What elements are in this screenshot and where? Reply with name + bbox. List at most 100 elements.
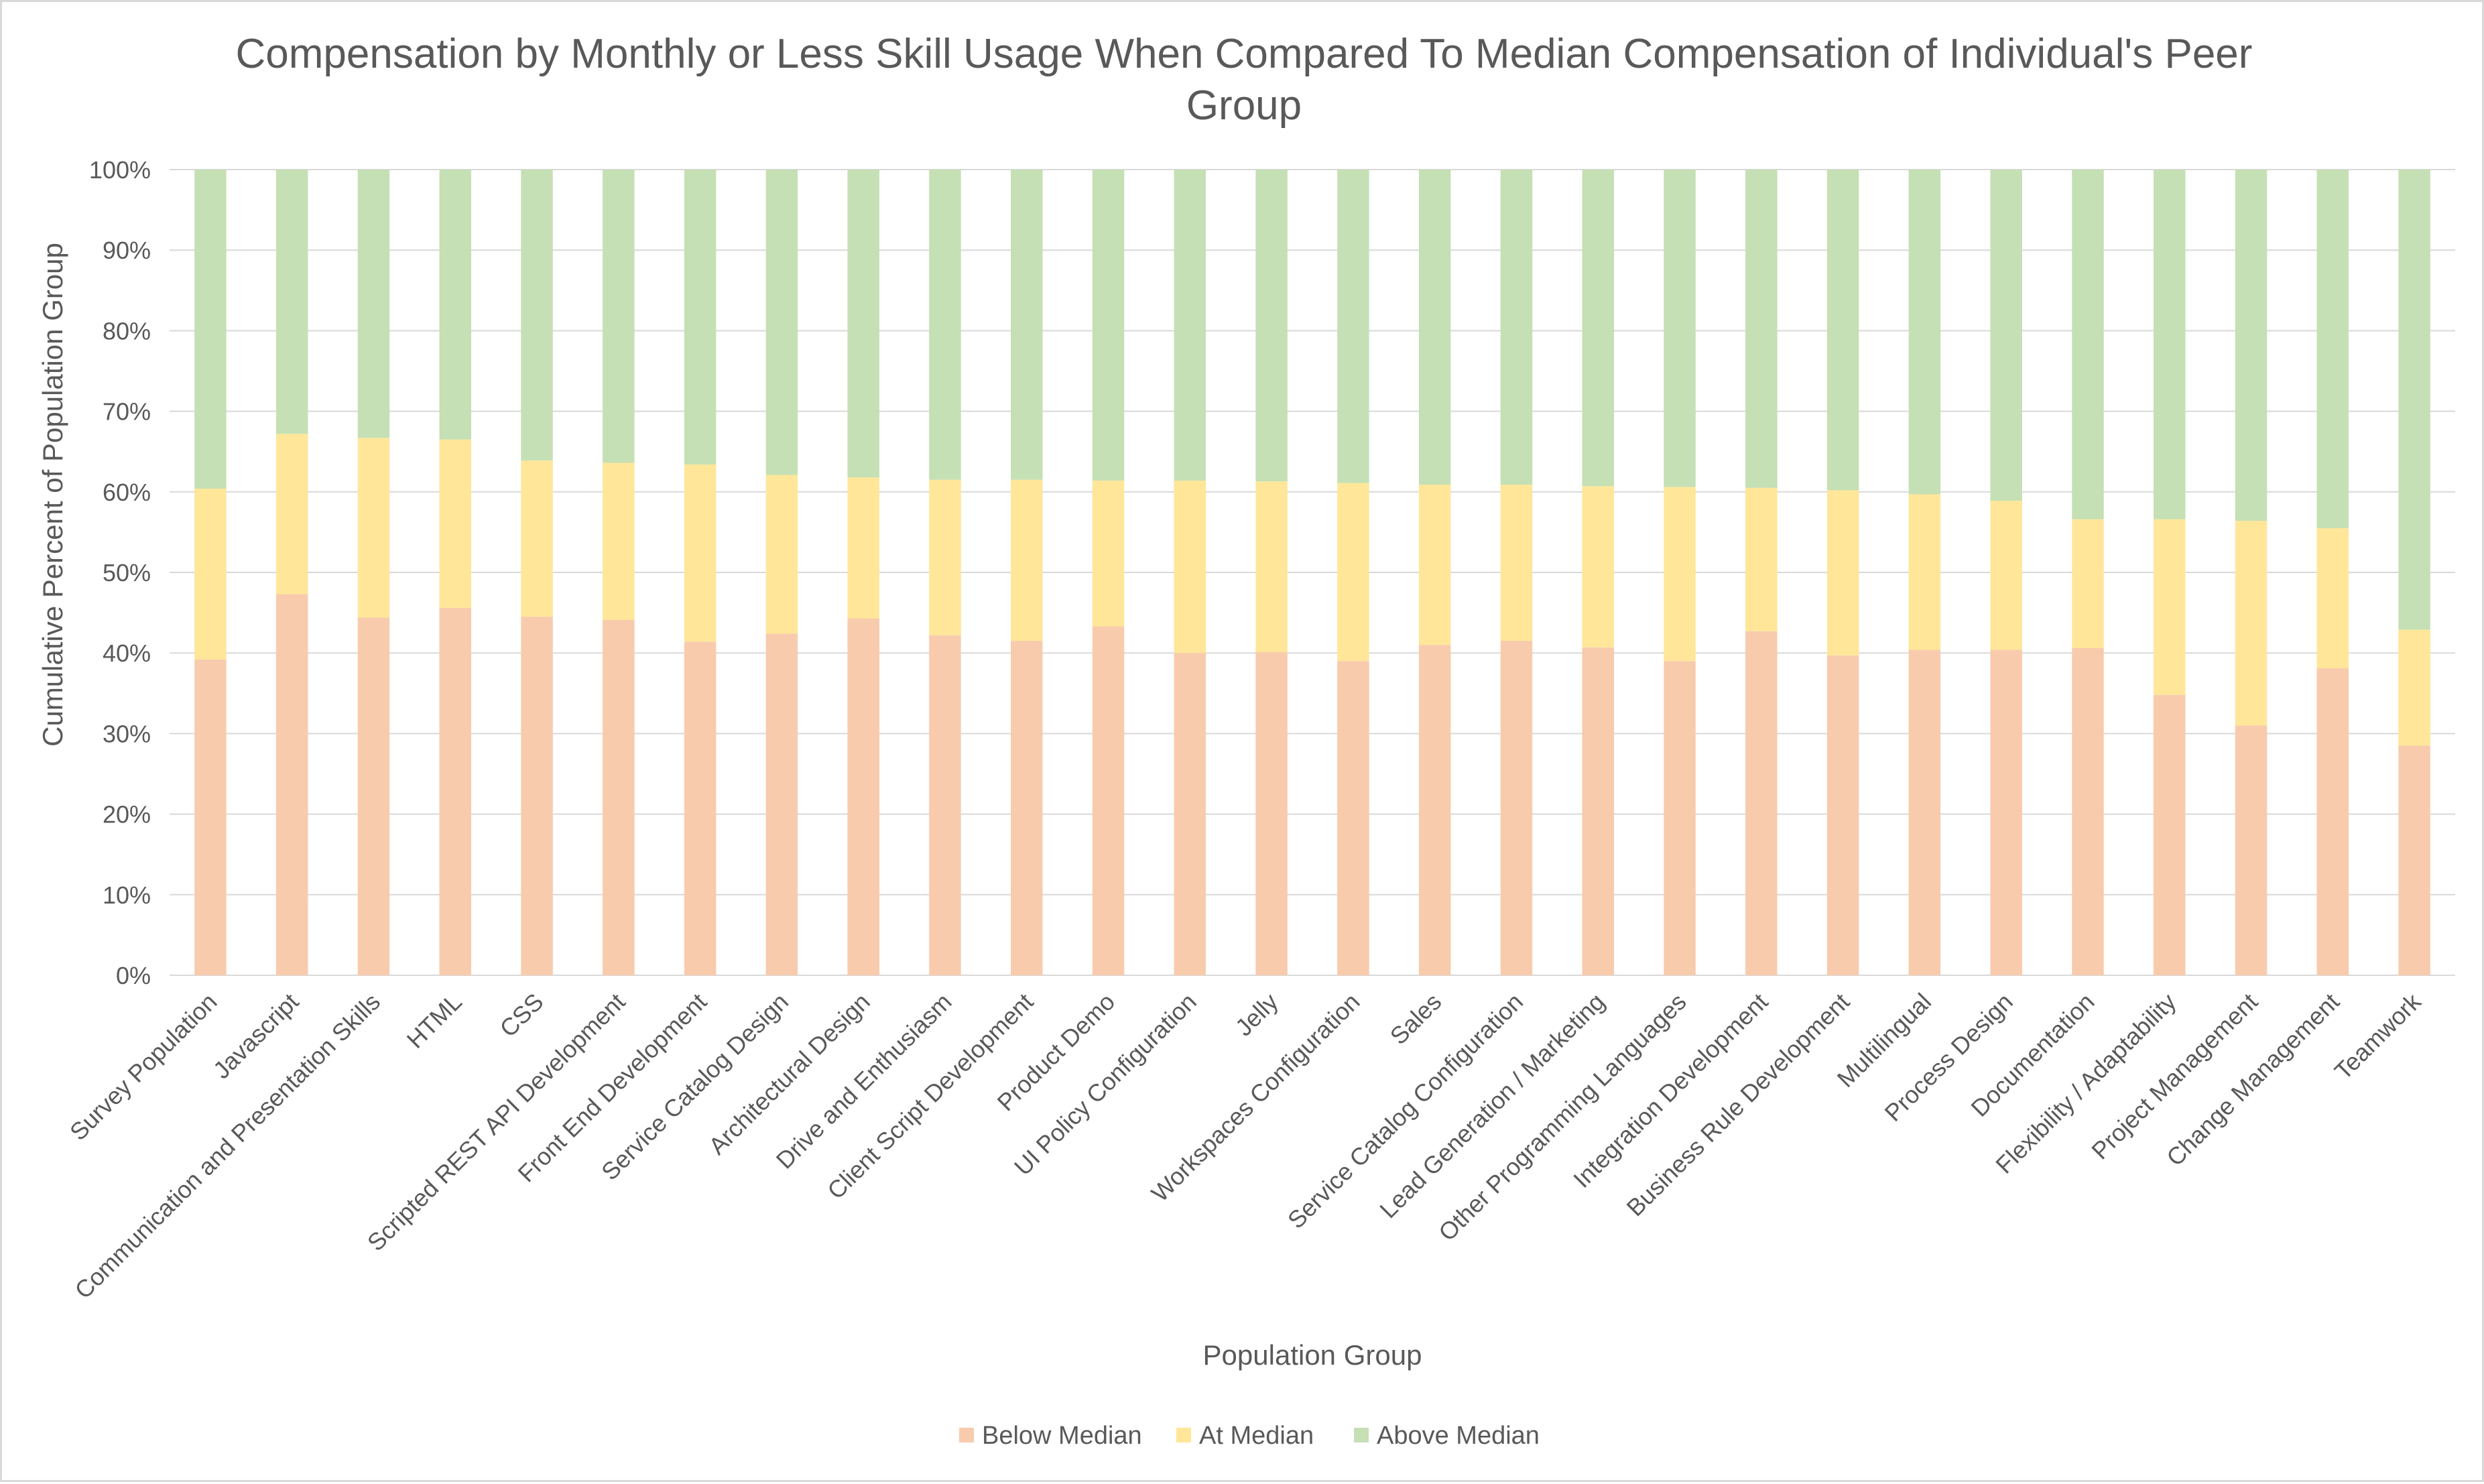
bar-above-median bbox=[1990, 170, 2022, 501]
bar-above-median bbox=[1745, 170, 1778, 488]
x-tick-label: Architectural Design bbox=[703, 988, 875, 1160]
bar-at-median bbox=[1826, 490, 1859, 656]
bar-at-median bbox=[2154, 519, 2186, 695]
bar-below-median bbox=[2398, 745, 2430, 975]
y-tick-label: 70% bbox=[103, 398, 151, 426]
bar-at-median bbox=[1011, 479, 1043, 641]
bar-above-median bbox=[1582, 170, 1614, 487]
bar-above-median bbox=[2072, 170, 2104, 519]
bar-below-median bbox=[1500, 641, 1533, 975]
bar-below-median bbox=[1337, 661, 1369, 975]
y-tick-label: 90% bbox=[103, 237, 151, 264]
bar-above-median bbox=[603, 170, 635, 463]
bar-below-median bbox=[1174, 653, 1206, 975]
bar-at-median bbox=[1337, 483, 1369, 662]
bar-below-median bbox=[1745, 631, 1778, 975]
x-tick-label: Survey Population bbox=[64, 988, 223, 1146]
bar-at-median bbox=[2072, 519, 2104, 648]
bars bbox=[194, 170, 2430, 975]
bar-at-median bbox=[684, 464, 717, 642]
bar-at-median bbox=[275, 434, 308, 595]
bar-at-median bbox=[357, 438, 390, 618]
bar-above-median bbox=[1826, 170, 1859, 491]
legend-swatch bbox=[1354, 1428, 1369, 1442]
bar-above-median bbox=[847, 170, 879, 478]
x-tick-label: HTML bbox=[401, 988, 467, 1054]
y-tick-label: 80% bbox=[103, 317, 151, 345]
bar-below-median bbox=[1664, 661, 1696, 975]
bar-below-median bbox=[1582, 647, 1614, 975]
bar-at-median bbox=[603, 462, 635, 620]
y-tick-label: 30% bbox=[103, 720, 151, 747]
bar-below-median bbox=[847, 618, 879, 975]
bar-above-median bbox=[1664, 170, 1696, 487]
bar-at-median bbox=[521, 460, 553, 617]
bar-at-median bbox=[1418, 484, 1451, 645]
y-tick-label: 60% bbox=[103, 479, 151, 506]
bar-at-median bbox=[2398, 629, 2430, 746]
bar-below-median bbox=[194, 659, 227, 975]
bar-above-median bbox=[1500, 170, 1533, 485]
bar-above-median bbox=[2316, 170, 2349, 528]
bar-above-median bbox=[929, 170, 961, 480]
bar-above-median bbox=[194, 170, 227, 489]
bar-at-median bbox=[194, 488, 227, 660]
y-tick-label: 100% bbox=[89, 156, 151, 184]
bar-at-median bbox=[1255, 481, 1288, 652]
x-tick-label: Communication and Presentation Skills bbox=[69, 988, 385, 1304]
bar-at-median bbox=[1174, 480, 1206, 654]
bar-below-median bbox=[1092, 626, 1125, 975]
bar-at-median bbox=[847, 477, 879, 619]
bar-below-median bbox=[2235, 725, 2268, 975]
bar-below-median bbox=[1990, 650, 2022, 975]
bar-below-median bbox=[1011, 641, 1043, 975]
bar-below-median bbox=[2316, 668, 2349, 975]
y-axis-title: Cumulative Percent of Population Group bbox=[37, 243, 68, 747]
x-tick-label: CSS bbox=[494, 988, 548, 1042]
bar-below-median bbox=[684, 641, 717, 975]
y-tick-label: 10% bbox=[103, 881, 151, 909]
bar-at-median bbox=[1582, 486, 1614, 647]
x-tick-label: Sales bbox=[1385, 988, 1447, 1050]
bar-above-median bbox=[1174, 170, 1206, 481]
bar-below-median bbox=[1255, 652, 1288, 975]
bar-above-median bbox=[1908, 170, 1941, 495]
bar-at-median bbox=[1092, 480, 1125, 627]
bar-at-median bbox=[1664, 487, 1696, 662]
bar-at-median bbox=[765, 475, 798, 634]
bar-below-median bbox=[2154, 694, 2186, 975]
bar-below-median bbox=[1908, 650, 1941, 975]
legend-swatch bbox=[959, 1428, 974, 1442]
bar-above-median bbox=[1255, 170, 1288, 482]
chart-title-line-1: Compensation by Monthly or Less Skill Us… bbox=[236, 31, 2253, 77]
bar-below-median bbox=[1826, 655, 1859, 975]
bar-above-median bbox=[1418, 170, 1451, 485]
bar-at-median bbox=[1745, 487, 1778, 631]
bar-above-median bbox=[2398, 170, 2430, 630]
x-axis-ticks: Survey PopulationJavascriptCommunication… bbox=[64, 987, 2427, 1304]
gridlines bbox=[170, 169, 2455, 976]
x-axis-title: Population Group bbox=[1203, 1339, 1422, 1371]
bar-below-median bbox=[765, 633, 798, 975]
bar-below-median bbox=[521, 617, 553, 975]
bar-below-median bbox=[357, 617, 390, 975]
x-tick-label: Jelly bbox=[1230, 988, 1284, 1042]
y-tick-label: 50% bbox=[103, 559, 151, 586]
bar-above-median bbox=[275, 170, 308, 434]
bar-above-median bbox=[439, 170, 471, 440]
bar-below-median bbox=[929, 635, 961, 975]
bar-above-median bbox=[357, 170, 390, 438]
bar-above-median bbox=[1337, 170, 1369, 483]
legend-label: At Median bbox=[1199, 1422, 1314, 1450]
y-tick-label: 0% bbox=[116, 962, 151, 989]
bar-at-median bbox=[2316, 528, 2349, 669]
y-tick-label: 40% bbox=[103, 639, 151, 667]
chart-title-line-2: Group bbox=[1186, 82, 1302, 129]
bar-above-median bbox=[521, 170, 553, 460]
legend-label: Above Median bbox=[1377, 1422, 1540, 1450]
bar-at-median bbox=[1500, 484, 1533, 641]
bar-above-median bbox=[2235, 170, 2268, 521]
bar-below-median bbox=[439, 607, 471, 975]
